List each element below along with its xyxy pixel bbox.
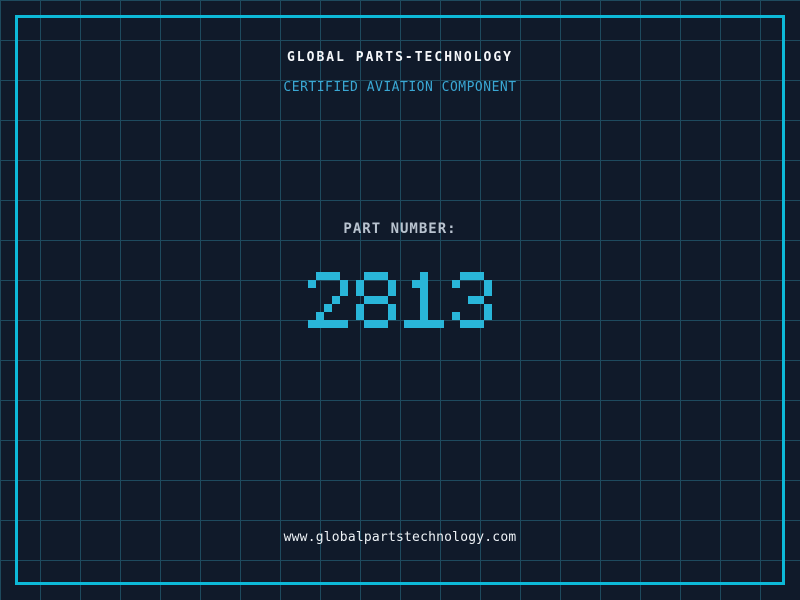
part-number-label: PART NUMBER:: [343, 221, 457, 237]
company-title: GLOBAL PARTS-TECHNOLOGY: [286, 50, 513, 65]
certification-subtitle: CERTIFIED AVIATION COMPONENT: [283, 80, 517, 95]
part-number-display: [0, 272, 800, 328]
website-url: www.globalpartstechnology.com: [283, 530, 517, 545]
